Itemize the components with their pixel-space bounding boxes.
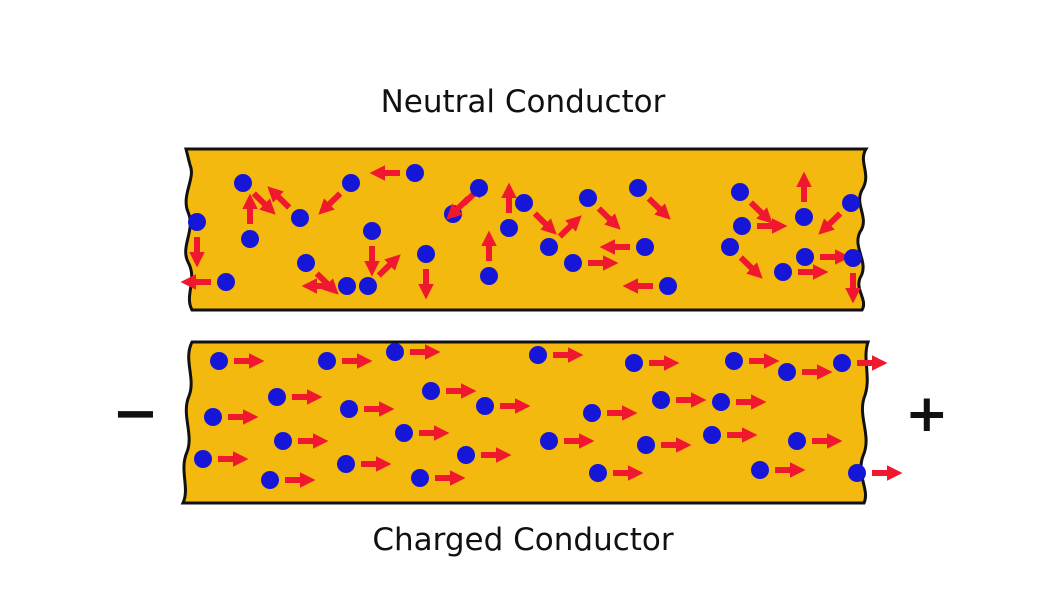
neutral-electron (359, 277, 377, 295)
charged-electrons (194, 343, 903, 489)
charged-electron (337, 455, 355, 473)
neutral-electron (721, 238, 739, 256)
charged-electron (386, 343, 404, 361)
neutral-electron (363, 222, 381, 240)
charged-electron (194, 450, 212, 468)
neutral-electron (480, 267, 498, 285)
neutral-electron (470, 179, 488, 197)
neutral-conductor-title: Neutral Conductor (380, 84, 666, 120)
charged-electron (318, 352, 336, 370)
neutral-motion-arrow (557, 215, 582, 239)
charged-electron (268, 388, 286, 406)
neutral-motion-arrow (267, 186, 292, 210)
neutral-electron (217, 273, 235, 291)
neutral-electron (406, 164, 424, 182)
neutral-electron (500, 219, 518, 237)
neutral-electron (540, 238, 558, 256)
neutral-electron (629, 179, 647, 197)
neutral-motion-arrow (446, 196, 471, 220)
charged-electron (703, 426, 721, 444)
charged-electron (274, 432, 292, 450)
neutral-electron (188, 213, 206, 231)
neutral-electrons (180, 164, 862, 304)
negative-terminal-sign: − (112, 381, 159, 446)
neutral-electron (515, 194, 533, 212)
charged-electron (583, 404, 601, 422)
charged-electron (652, 391, 670, 409)
neutral-conductor-bar (184, 147, 869, 312)
neutral-electron (342, 174, 360, 192)
charged-electron (540, 432, 558, 450)
neutral-electron (796, 248, 814, 266)
neutral-electron (564, 254, 582, 272)
neutral-electron (417, 245, 435, 263)
charged-electron (778, 363, 796, 381)
positive-terminal-sign: + (905, 384, 949, 444)
charged-electron (261, 471, 279, 489)
neutral-motion-arrow (318, 191, 343, 215)
charged-electron (725, 352, 743, 370)
neutral-electron (842, 194, 860, 212)
charged-electron (848, 464, 866, 482)
charged-electron (712, 393, 730, 411)
neutral-electron (659, 277, 677, 295)
charged-electron (751, 461, 769, 479)
neutral-electron (795, 208, 813, 226)
neutral-electron (234, 174, 252, 192)
neutral-motion-arrow (646, 196, 671, 220)
neutral-electron (291, 209, 309, 227)
neutral-electron (297, 254, 315, 272)
neutral-motion-arrow (532, 211, 557, 235)
charged-electron (788, 432, 806, 450)
neutral-electron (731, 183, 749, 201)
neutral-electron (579, 189, 597, 207)
charged-electron (637, 436, 655, 454)
neutral-motion-arrow (748, 200, 773, 224)
charged-electron (833, 354, 851, 372)
charged-electron (210, 352, 228, 370)
charged-electron (476, 397, 494, 415)
neutral-motion-arrow (376, 254, 401, 278)
charged-electron (204, 408, 222, 426)
neutral-electron (774, 263, 792, 281)
neutral-electron (338, 277, 356, 295)
neutral-motion-arrow (818, 211, 843, 235)
neutral-motion-arrow (596, 206, 621, 230)
charged-electron (422, 382, 440, 400)
charged-electron (529, 346, 547, 364)
neutral-electron (733, 217, 751, 235)
charged-electron (625, 354, 643, 372)
neutral-electron (636, 238, 654, 256)
charged-electron (457, 446, 475, 464)
charged-electron (589, 464, 607, 482)
charged-conductor-title: Charged Conductor (372, 522, 674, 558)
charged-electron (340, 400, 358, 418)
charged-electron (395, 424, 413, 442)
neutral-electron (844, 249, 862, 267)
neutral-motion-arrow (738, 255, 763, 279)
neutral-electron (241, 230, 259, 248)
charged-electron (411, 469, 429, 487)
